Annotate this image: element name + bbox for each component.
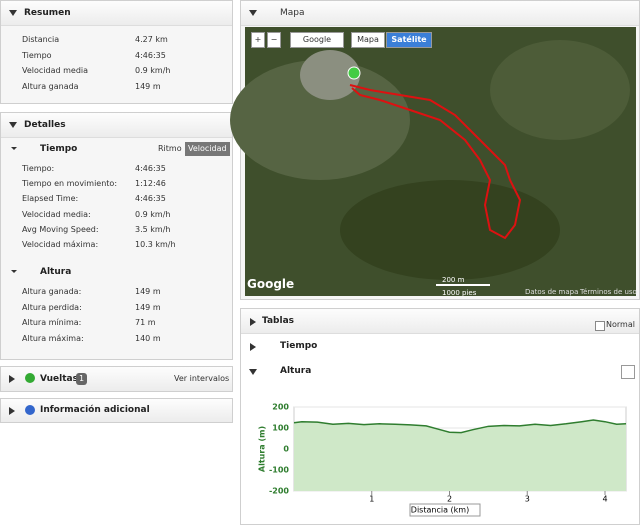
x-tick-label: 1 — [369, 495, 374, 504]
stat-value: 3.5 km/h — [135, 224, 171, 234]
intervals-link[interactable]: Ver intervalos — [174, 374, 230, 383]
terrain — [490, 40, 630, 140]
y-axis-label: Altura (m) — [258, 426, 267, 472]
map-type-select[interactable]: Google — [290, 32, 344, 48]
stat-value: 4:46:35 — [135, 164, 166, 173]
stat-value: 149 m — [135, 287, 161, 296]
google-logo: Google — [247, 277, 295, 291]
stat-value: 0.9 km/h — [135, 209, 171, 219]
section-title[interactable]: Tiempo — [280, 341, 318, 351]
zoom-out[interactable]: − — [267, 32, 281, 48]
zoom-in[interactable]: + — [251, 32, 265, 48]
x-tick-label: 2 — [447, 495, 452, 504]
stat-value: 4:46:35 — [135, 50, 166, 60]
x-tick-label: 4 — [602, 495, 607, 504]
area-line — [293, 419, 627, 434]
panel-title: Detalles — [24, 120, 66, 130]
stat-label: Velocidad media — [22, 66, 89, 75]
panel-title: Resumen — [24, 8, 71, 18]
stat-label: Altura ganada: — [22, 287, 82, 296]
panel-title: Mapa — [280, 8, 305, 18]
normal-checkbox-label[interactable]: Normal — [606, 320, 635, 329]
stat-label: Avg Moving Speed: — [22, 224, 99, 234]
laps-badge: 1 — [76, 373, 88, 385]
terms-link[interactable]: Términos de uso — [580, 288, 637, 296]
scale-metric: 200 m — [442, 276, 465, 284]
stat-label: Velocidad máxima: — [22, 240, 99, 249]
y-tick-label: -100 — [269, 466, 289, 475]
panel-title: Tablas — [262, 316, 295, 326]
summary-panel — [0, 0, 233, 104]
y-tick-label: 200 — [272, 403, 289, 412]
stat-value: 149 m — [135, 81, 161, 91]
area-fill — [294, 420, 626, 491]
section-title[interactable]: Altura — [280, 366, 312, 376]
pace-button[interactable]: Ritmo — [158, 144, 182, 153]
stat-value: 140 m — [135, 333, 161, 343]
panel-title[interactable]: Vueltas — [40, 374, 78, 384]
scale-imperial: 1000 pies — [442, 289, 477, 297]
terrain — [340, 180, 560, 280]
start-marker[interactable] — [347, 66, 361, 80]
section-title: Tiempo — [40, 144, 78, 154]
y-tick-label: -200 — [269, 487, 289, 496]
village — [300, 50, 360, 100]
y-tick-label: 100 — [272, 424, 289, 433]
stat-label: Altura perdida: — [22, 302, 82, 312]
terrain — [230, 60, 410, 180]
stat-value: 4:46:35 — [135, 194, 166, 204]
stat-label: Velocidad media: — [22, 209, 91, 219]
route — [349, 84, 522, 240]
stat-label: Elapsed Time: — [22, 194, 79, 204]
stat-label: Tiempo en movimiento: — [22, 179, 118, 189]
section-title: Altura — [40, 267, 72, 277]
stat-value: 1:12:46 — [135, 179, 166, 189]
stat-label: Altura máxima: — [22, 333, 84, 343]
map-data-link[interactable]: Datos de mapa — [525, 288, 579, 296]
stat-value: 10.3 km/h — [135, 240, 176, 249]
y-tick-label: 0 — [283, 445, 289, 454]
x-axis-label: Distancia (km) — [411, 506, 469, 515]
stat-label: Altura ganada — [22, 81, 79, 91]
stat-value: 4.27 km — [135, 35, 168, 44]
stat-label: Distancia — [22, 35, 60, 44]
map-button[interactable]: Mapa — [351, 32, 385, 48]
laps-panel[interactable] — [0, 366, 233, 392]
stat-value: 0.9 km/h — [135, 66, 171, 75]
stat-label: Tiempo: — [22, 164, 55, 173]
info-panel[interactable] — [0, 398, 233, 423]
x-tick-label: 3 — [525, 495, 530, 504]
stat-value: 149 m — [135, 302, 161, 312]
speed-button[interactable]: Velocidad — [185, 142, 230, 156]
satellite-button[interactable]: Satélite — [386, 32, 432, 48]
panel-title[interactable]: Información adicional — [40, 405, 150, 415]
stat-label: Tiempo — [22, 50, 52, 60]
stat-value: 71 m — [135, 318, 156, 328]
stat-label: Altura mínima: — [22, 318, 82, 328]
x-axis-select[interactable] — [409, 503, 481, 517]
